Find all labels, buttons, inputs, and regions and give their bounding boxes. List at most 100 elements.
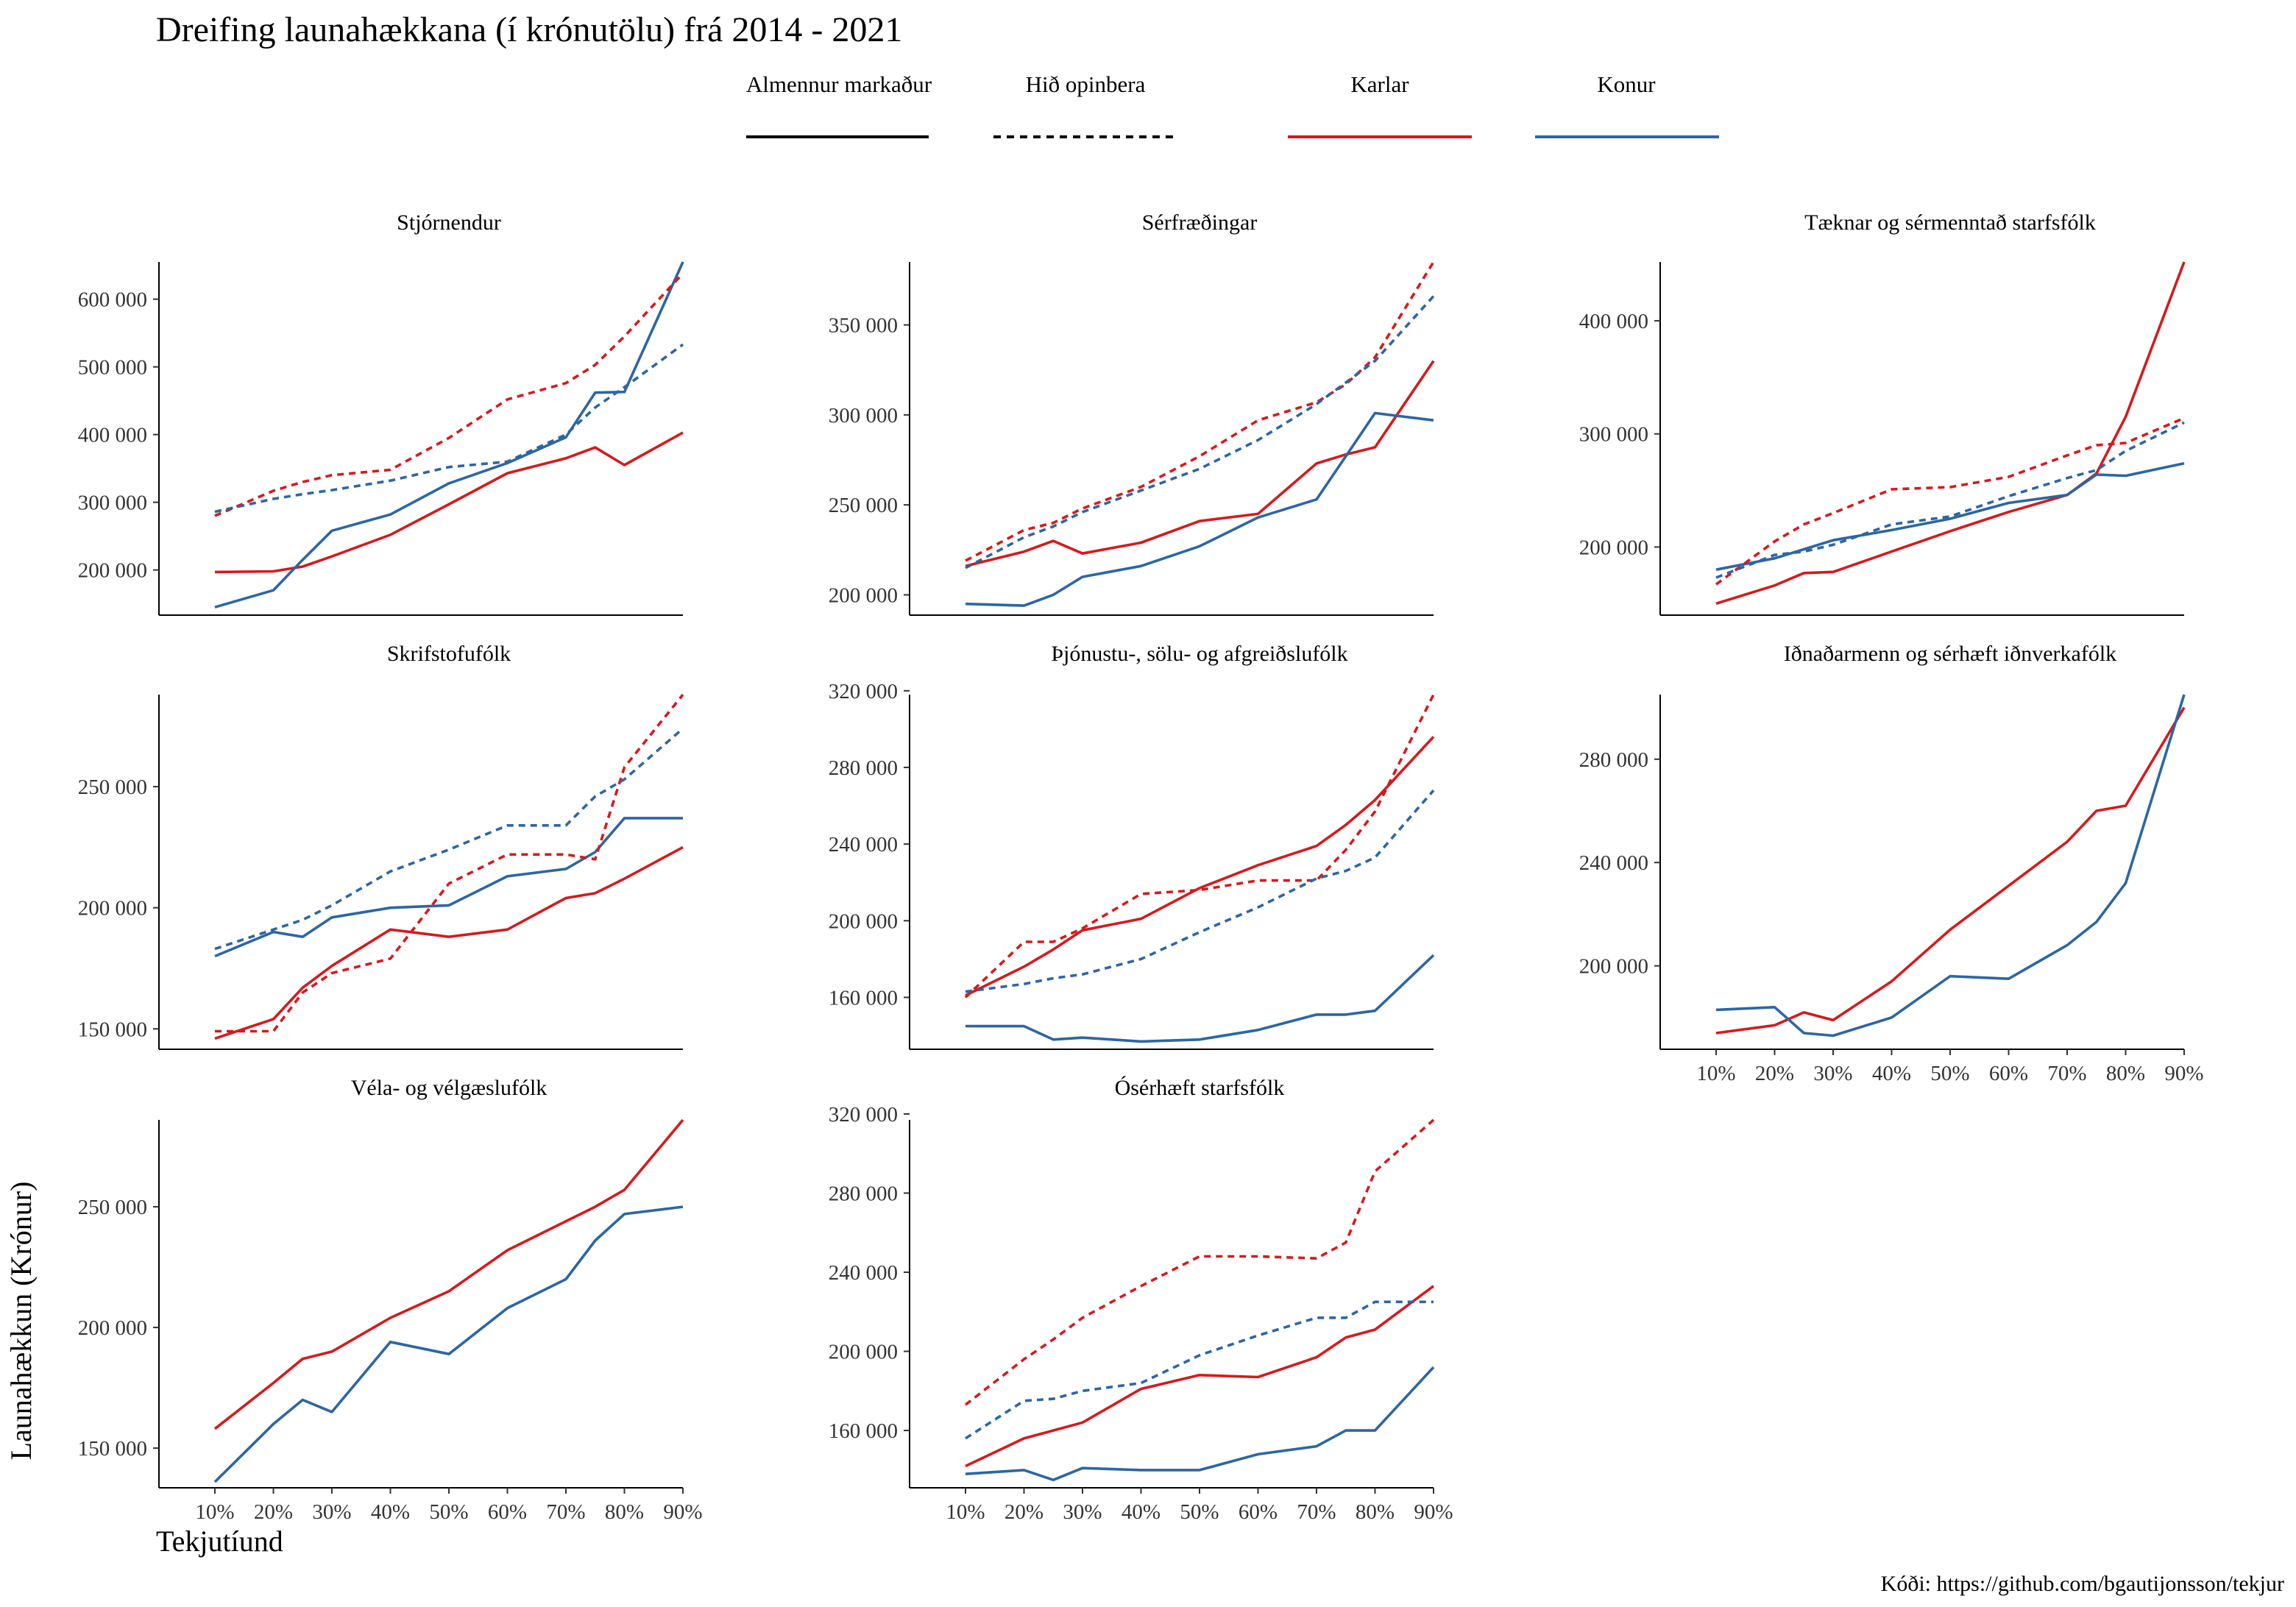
- y-tick-label: 350 000: [829, 314, 898, 338]
- series-line-karlar-almennur-markadur: [213, 1118, 684, 1430]
- series-line-konur-hid-opinbera: [965, 295, 1435, 570]
- panel-vela-og-velgaeslufolk: Véla- og vélgæslufólk 150 000 200 000 250 0…: [78, 1076, 703, 1524]
- y-tick-label: 150 000: [78, 1018, 147, 1041]
- panel-title: Skrifstofufólk: [387, 642, 511, 666]
- series-line-konur-hid-opinbera: [965, 790, 1435, 993]
- legend-label-konur: Konur: [1597, 71, 1656, 97]
- panel-skrifstofufolk: Skrifstofufólk 150 000 200 000 250 000: [78, 642, 684, 1050]
- y-tick-label: 280 000: [1579, 748, 1648, 772]
- panel-serfraedingar: Sérfræðingar 200 000 250 000 300 000 350 000: [829, 210, 1435, 616]
- y-tick-label: 200 000: [829, 909, 898, 933]
- x-tick-label: 10%: [946, 1500, 985, 1524]
- y-tick-label: 300 000: [829, 404, 898, 428]
- y-tick-label: 200 000: [829, 583, 898, 607]
- x-tick-label: 90%: [663, 1500, 702, 1524]
- series-line-karlar-hid-opinbera: [965, 261, 1435, 562]
- x-tick-label: 80%: [2106, 1062, 2145, 1085]
- series-line-konur-hid-opinbera: [214, 343, 684, 514]
- y-axis-title: Launahækkun (Krónur): [4, 1182, 38, 1461]
- panel-taeknar-og-sermenntad-starfsfolk: Tæknar og sérmenntað starfsfólk 200 000 30…: [1579, 210, 2186, 616]
- legend-label-almennur-markadur: Almennur markaður: [746, 71, 932, 97]
- series-line-karlar-almennur-markadur: [214, 431, 684, 574]
- panel-title: Sérfræðingar: [1142, 210, 1258, 235]
- panel-title: Iðnaðarmenn og sérhæft iðnverkafólk: [1784, 642, 2116, 666]
- series-line-konur-hid-opinbera: [214, 727, 684, 951]
- series-line-karlar-almennur-markadur: [214, 845, 684, 1040]
- series-line-karlar-almennur-markadur: [965, 360, 1435, 568]
- y-tick-label: 150 000: [78, 1437, 147, 1461]
- x-tick-label: 70%: [546, 1500, 585, 1524]
- legend-label-hid-opinbera: Hið opinbera: [1026, 71, 1146, 97]
- series-line-konur-almennur-markadur: [213, 1205, 684, 1483]
- x-tick-label: 90%: [2164, 1062, 2203, 1085]
- panel-title: Véla- og vélgæslufólk: [351, 1076, 548, 1100]
- legend-label-karlar: Karlar: [1350, 71, 1409, 97]
- x-tick-label: 50%: [1930, 1062, 1969, 1085]
- x-tick-label: 10%: [1696, 1062, 1735, 1085]
- y-tick-label: 400 000: [1579, 310, 1648, 333]
- panel-thjonustu-solu-og-afgreidslufolk: Þjónustu-, sölu- og afgreiðslufólk 160 00…: [829, 642, 1435, 1050]
- x-tick-label: 20%: [1005, 1500, 1044, 1524]
- panel-idnadarmenn-og-serhaeft-idnverkafolk: Iðnaðarmenn og sérhæft iðnverkafólk 200 0…: [1579, 642, 2204, 1085]
- series-line-konur-almennur-markadur: [965, 411, 1434, 607]
- series-line-karlar-hid-opinbera: [1715, 416, 2185, 586]
- panel-title: Tæknar og sérmenntað starfsfólk: [1804, 210, 2096, 235]
- y-tick-label: 240 000: [829, 833, 898, 856]
- x-tick-label: 20%: [254, 1500, 293, 1524]
- series-line-konur-almennur-markadur: [965, 1366, 1435, 1482]
- x-tick-label: 70%: [1297, 1500, 1336, 1524]
- y-tick-label: 400 000: [78, 424, 147, 447]
- y-tick-label: 300 000: [1579, 423, 1648, 447]
- y-tick-label: 200 000: [78, 897, 147, 920]
- x-tick-label: 40%: [1872, 1062, 1911, 1085]
- x-tick-label: 40%: [1122, 1500, 1161, 1524]
- y-tick-label: 200 000: [829, 1341, 898, 1364]
- legend: Almennur markaður Hið opinbera Karlar Konur: [746, 71, 1719, 138]
- y-tick-label: 320 000: [829, 1103, 898, 1127]
- y-tick-label: 500 000: [78, 356, 147, 380]
- panel-stjornendur: Stjórnendur 200 000 300 000 400 000 500 000 6…: [78, 210, 684, 616]
- x-tick-label: 30%: [1063, 1500, 1102, 1524]
- series-line-konur-almennur-markadur: [1715, 694, 2186, 1037]
- y-tick-label: 280 000: [829, 756, 898, 780]
- series-line-karlar-hid-opinbera: [964, 694, 1435, 998]
- x-tick-label: 20%: [1755, 1062, 1794, 1085]
- caption: Kóði: https://github.com/bgautijonsson/t…: [1881, 1572, 2284, 1596]
- series-line-konur-hid-opinbera: [1715, 421, 2185, 579]
- series-line-karlar-almennur-markadur: [1715, 261, 2186, 606]
- x-tick-label: 10%: [195, 1500, 234, 1524]
- y-tick-label: 250 000: [829, 494, 898, 517]
- panel-title: Stjórnendur: [397, 210, 501, 235]
- x-tick-label: 30%: [312, 1500, 351, 1524]
- x-tick-label: 60%: [488, 1500, 527, 1524]
- series-line-karlar-almennur-markadur: [965, 736, 1435, 997]
- series-line-karlar-hid-opinbera: [215, 693, 684, 1033]
- y-tick-label: 160 000: [829, 986, 898, 1010]
- y-tick-label: 200 000: [78, 559, 147, 583]
- y-tick-label: 250 000: [78, 776, 147, 799]
- facet-panels: Stjórnendur 200 000 300 000 400 000 500 000 6…: [78, 210, 2204, 1524]
- y-tick-label: 300 000: [78, 492, 147, 515]
- x-tick-label: 70%: [2047, 1062, 2086, 1085]
- series-line-konur-almennur-markadur: [214, 817, 683, 958]
- x-axis-title: Tekjutíund: [156, 1525, 283, 1558]
- x-tick-label: 60%: [1239, 1500, 1278, 1524]
- series-line-konur-hid-opinbera: [965, 1300, 1434, 1440]
- y-tick-label: 160 000: [829, 1419, 898, 1443]
- x-tick-label: 40%: [371, 1500, 410, 1524]
- x-tick-label: 50%: [1180, 1500, 1219, 1524]
- panel-title: Ósérhæft starfsfólk: [1115, 1076, 1285, 1100]
- series-line-karlar-hid-opinbera: [964, 1118, 1435, 1406]
- y-tick-label: 200 000: [78, 1316, 147, 1340]
- chart-title: Dreifing launahækkana (í krónutölu) frá …: [156, 10, 902, 49]
- x-tick-label: 30%: [1813, 1062, 1852, 1085]
- series-line-karlar-hid-opinbera: [214, 272, 684, 517]
- y-tick-label: 240 000: [829, 1261, 898, 1285]
- panel-oserhaeft-starfsfolk: Ósérhæft starfsfólk 160 000 200 000 240 000…: [829, 1076, 1453, 1524]
- panel-title: Þjónustu-, sölu- og afgreiðslufólk: [1051, 642, 1347, 666]
- y-tick-label: 600 000: [78, 288, 147, 312]
- x-tick-label: 80%: [1356, 1500, 1395, 1524]
- y-tick-label: 200 000: [1579, 536, 1648, 559]
- series-line-karlar-almennur-markadur: [965, 1285, 1435, 1468]
